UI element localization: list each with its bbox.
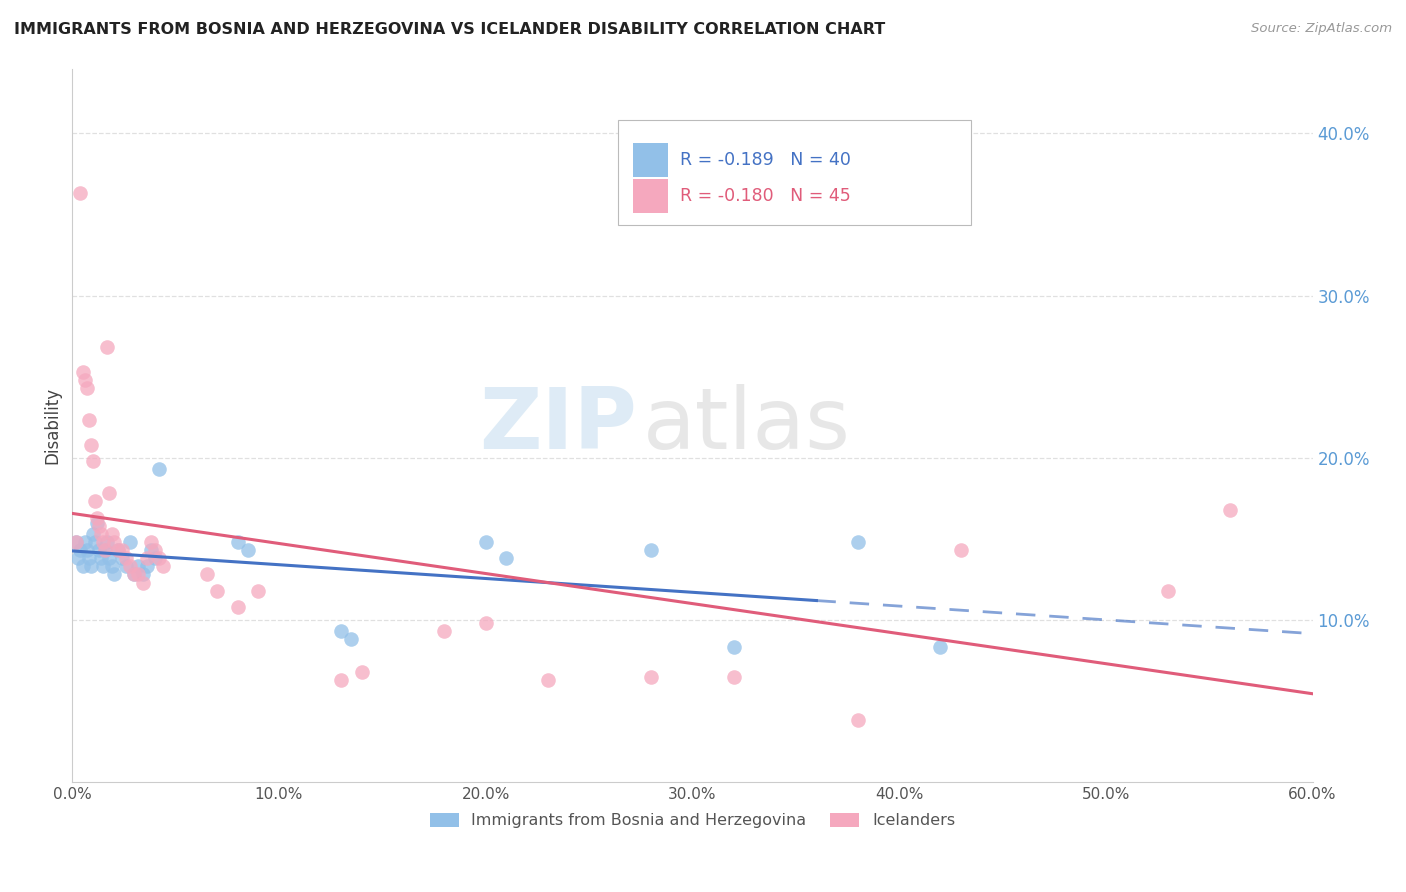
Point xyxy=(67,551,90,566)
Point xyxy=(65,535,87,549)
Legend: Immigrants from Bosnia and Herzegovina, Icelanders: Immigrants from Bosnia and Herzegovina, … xyxy=(423,806,962,835)
Y-axis label: Disability: Disability xyxy=(44,387,60,464)
Point xyxy=(330,673,353,687)
Point xyxy=(247,583,270,598)
Point xyxy=(69,186,91,201)
Point xyxy=(127,567,149,582)
FancyBboxPatch shape xyxy=(633,143,668,178)
Point xyxy=(80,559,103,574)
Point xyxy=(76,381,98,395)
Point xyxy=(77,413,100,427)
Point xyxy=(433,624,456,639)
Point xyxy=(65,535,87,549)
Point xyxy=(1219,502,1241,516)
Point xyxy=(94,543,117,558)
Point xyxy=(350,665,373,679)
Point xyxy=(135,559,157,574)
Point xyxy=(474,616,496,631)
Point xyxy=(340,632,363,647)
Point xyxy=(846,535,869,549)
Point xyxy=(122,567,145,582)
Point xyxy=(80,438,103,452)
Point xyxy=(107,543,129,558)
Point xyxy=(69,543,91,558)
Point xyxy=(82,527,104,541)
Point xyxy=(640,543,662,558)
Point xyxy=(72,559,94,574)
Point xyxy=(77,551,100,566)
Point xyxy=(226,599,249,614)
Point xyxy=(723,670,745,684)
Text: R = -0.189   N = 40: R = -0.189 N = 40 xyxy=(681,151,851,169)
Point xyxy=(86,516,108,530)
FancyBboxPatch shape xyxy=(619,120,972,226)
Point xyxy=(640,670,662,684)
Point xyxy=(495,551,517,566)
Point xyxy=(72,365,94,379)
Point xyxy=(82,454,104,468)
Point xyxy=(100,527,122,541)
Point xyxy=(84,494,107,508)
Point xyxy=(143,543,166,558)
Point xyxy=(98,486,121,500)
Point xyxy=(1157,583,1180,598)
Point xyxy=(90,527,112,541)
Point xyxy=(111,543,134,558)
Point xyxy=(103,567,125,582)
Text: IMMIGRANTS FROM BOSNIA AND HERZEGOVINA VS ICELANDER DISABILITY CORRELATION CHART: IMMIGRANTS FROM BOSNIA AND HERZEGOVINA V… xyxy=(14,22,886,37)
Point xyxy=(100,559,122,574)
Point xyxy=(236,543,259,558)
Point xyxy=(226,535,249,549)
Text: ZIP: ZIP xyxy=(479,384,637,467)
Point xyxy=(205,583,228,598)
Point xyxy=(120,535,142,549)
Point xyxy=(929,640,952,655)
Text: Source: ZipAtlas.com: Source: ZipAtlas.com xyxy=(1251,22,1392,36)
Point xyxy=(115,559,138,574)
Point xyxy=(115,551,138,566)
Point xyxy=(90,551,112,566)
Point xyxy=(723,640,745,655)
Point xyxy=(152,559,174,574)
Point xyxy=(131,575,153,590)
Point xyxy=(195,567,218,582)
Point xyxy=(135,551,157,566)
Text: atlas: atlas xyxy=(643,384,851,467)
Point xyxy=(107,543,129,558)
Point xyxy=(98,551,121,566)
Point xyxy=(96,535,118,549)
Point xyxy=(139,535,162,549)
Point xyxy=(91,559,114,574)
Point xyxy=(120,559,142,574)
Point xyxy=(537,673,560,687)
Point xyxy=(96,340,118,354)
Point xyxy=(127,559,149,574)
Point xyxy=(148,551,170,566)
Point xyxy=(76,543,98,558)
Point xyxy=(474,535,496,549)
Point xyxy=(91,535,114,549)
Point xyxy=(139,543,162,558)
Point xyxy=(148,462,170,476)
Point xyxy=(87,518,110,533)
Point xyxy=(86,510,108,524)
Point xyxy=(73,535,96,549)
Point xyxy=(87,543,110,558)
Point xyxy=(103,535,125,549)
Text: R = -0.180   N = 45: R = -0.180 N = 45 xyxy=(681,187,851,205)
Point xyxy=(950,543,973,558)
Point xyxy=(846,714,869,728)
Point xyxy=(122,567,145,582)
Point xyxy=(73,373,96,387)
Point xyxy=(94,543,117,558)
Point xyxy=(84,535,107,549)
FancyBboxPatch shape xyxy=(633,178,668,213)
Point xyxy=(111,551,134,566)
Point xyxy=(143,551,166,566)
Point xyxy=(330,624,353,639)
Point xyxy=(131,567,153,582)
